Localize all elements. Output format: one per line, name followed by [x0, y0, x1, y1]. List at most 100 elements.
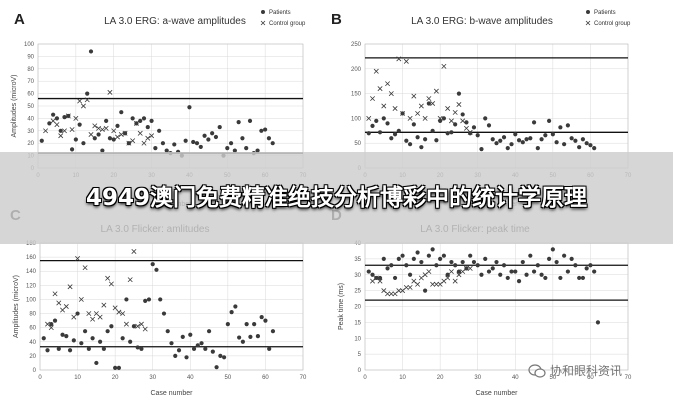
- data-point-patient: [419, 145, 424, 150]
- data-point-patient: [225, 146, 230, 151]
- data-point-control: [392, 105, 398, 111]
- watermark: 协和眼科资讯: [528, 362, 622, 379]
- y-tick-label: 90: [27, 54, 34, 60]
- data-point-patient: [389, 263, 394, 268]
- data-point-control: [403, 284, 409, 290]
- x-tick-label: 10: [74, 375, 81, 381]
- data-point-control: [403, 58, 409, 64]
- data-point-patient: [199, 341, 204, 346]
- data-point-control: [71, 314, 77, 320]
- data-point-patient: [47, 121, 52, 126]
- data-point-control: [381, 103, 387, 109]
- data-point-patient: [169, 341, 174, 346]
- data-point-control: [430, 281, 436, 287]
- data-point-control: [90, 316, 96, 322]
- data-point-patient: [396, 256, 401, 261]
- data-point-patient: [584, 141, 589, 146]
- data-point-patient: [562, 253, 567, 258]
- y-axis-label: Peak time (ms): [338, 283, 345, 330]
- data-point-control: [388, 291, 394, 297]
- data-point-control: [99, 127, 105, 133]
- y-tick-label: 20: [27, 141, 34, 147]
- data-point-patient: [165, 329, 170, 334]
- data-point-patient: [520, 259, 525, 265]
- data-point-control: [112, 305, 118, 311]
- data-point-control: [62, 128, 67, 134]
- data-point-control: [133, 120, 139, 126]
- panel-letter: A: [14, 11, 25, 28]
- data-point-patient: [145, 124, 150, 130]
- data-point-patient: [528, 136, 533, 141]
- data-point-patient: [81, 141, 86, 146]
- data-point-patient: [513, 269, 518, 274]
- y-tick-label: 10: [354, 336, 361, 342]
- data-point-patient: [60, 332, 65, 337]
- data-point-patient: [509, 269, 514, 274]
- data-point-control: [445, 105, 451, 111]
- legend-label-control: Control group: [269, 21, 306, 27]
- data-point-patient: [419, 259, 424, 265]
- data-point-patient: [565, 123, 570, 128]
- x-tick-label: 20: [437, 375, 444, 381]
- data-point-patient: [255, 334, 261, 339]
- legend-marker-patient: [261, 10, 265, 14]
- data-point-control: [422, 272, 428, 278]
- data-point-control: [388, 91, 394, 97]
- data-point-patient: [267, 346, 272, 351]
- data-point-control: [48, 325, 54, 331]
- y-tick-label: 30: [354, 273, 361, 279]
- data-point-control: [78, 296, 84, 302]
- data-point-patient: [370, 123, 375, 128]
- data-point-patient: [407, 272, 413, 277]
- y-tick-label: 20: [354, 305, 361, 311]
- y-tick-label: 200: [351, 67, 362, 73]
- plot-frame: [364, 43, 629, 169]
- data-point-control: [385, 81, 391, 87]
- data-point-control: [123, 321, 129, 327]
- data-point-control: [463, 265, 469, 271]
- data-point-patient: [415, 250, 420, 255]
- data-point-control: [377, 86, 383, 92]
- data-point-control: [373, 68, 379, 74]
- data-point-patient: [52, 318, 58, 323]
- data-point-patient: [434, 138, 439, 143]
- data-point-patient: [415, 135, 420, 140]
- data-point-control: [138, 321, 144, 327]
- data-point-patient: [565, 269, 570, 274]
- y-tick-label: 15: [354, 320, 361, 326]
- data-point-patient: [449, 130, 454, 135]
- data-point-patient: [263, 318, 268, 323]
- data-point-patient: [252, 322, 257, 327]
- legend-marker-control: [585, 20, 591, 26]
- data-point-patient: [157, 128, 162, 133]
- data-point-patient: [513, 132, 518, 137]
- data-point-patient: [233, 304, 238, 309]
- data-point-patient: [244, 146, 249, 151]
- data-point-patient: [501, 263, 507, 268]
- data-point-patient: [180, 334, 185, 339]
- data-point-patient: [385, 121, 390, 126]
- data-point-patient: [535, 263, 540, 268]
- data-point-patient: [396, 128, 401, 133]
- data-point-patient: [547, 118, 552, 123]
- data-point-control: [456, 272, 462, 278]
- data-point-control: [460, 269, 466, 275]
- data-point-patient: [550, 247, 555, 252]
- data-point-control: [370, 278, 375, 284]
- data-point-patient: [240, 136, 245, 141]
- data-point-control: [407, 284, 413, 290]
- y-tick-label: 80: [27, 67, 34, 73]
- data-point-patient: [490, 266, 495, 271]
- data-point-patient: [505, 146, 510, 151]
- x-tick-label: 10: [399, 375, 406, 381]
- data-point-patient: [187, 105, 192, 110]
- data-point-control: [80, 103, 86, 109]
- data-point-control: [381, 288, 387, 294]
- data-point-patient: [498, 138, 503, 143]
- data-point-patient: [438, 256, 443, 261]
- chart-panel-b: BLA 3.0 ERG: b-wave amplitudes0501001502…: [331, 10, 632, 208]
- data-point-patient: [244, 322, 249, 327]
- y-tick-label: 50: [354, 141, 361, 147]
- data-point-patient: [471, 125, 477, 130]
- data-point-control: [69, 127, 75, 133]
